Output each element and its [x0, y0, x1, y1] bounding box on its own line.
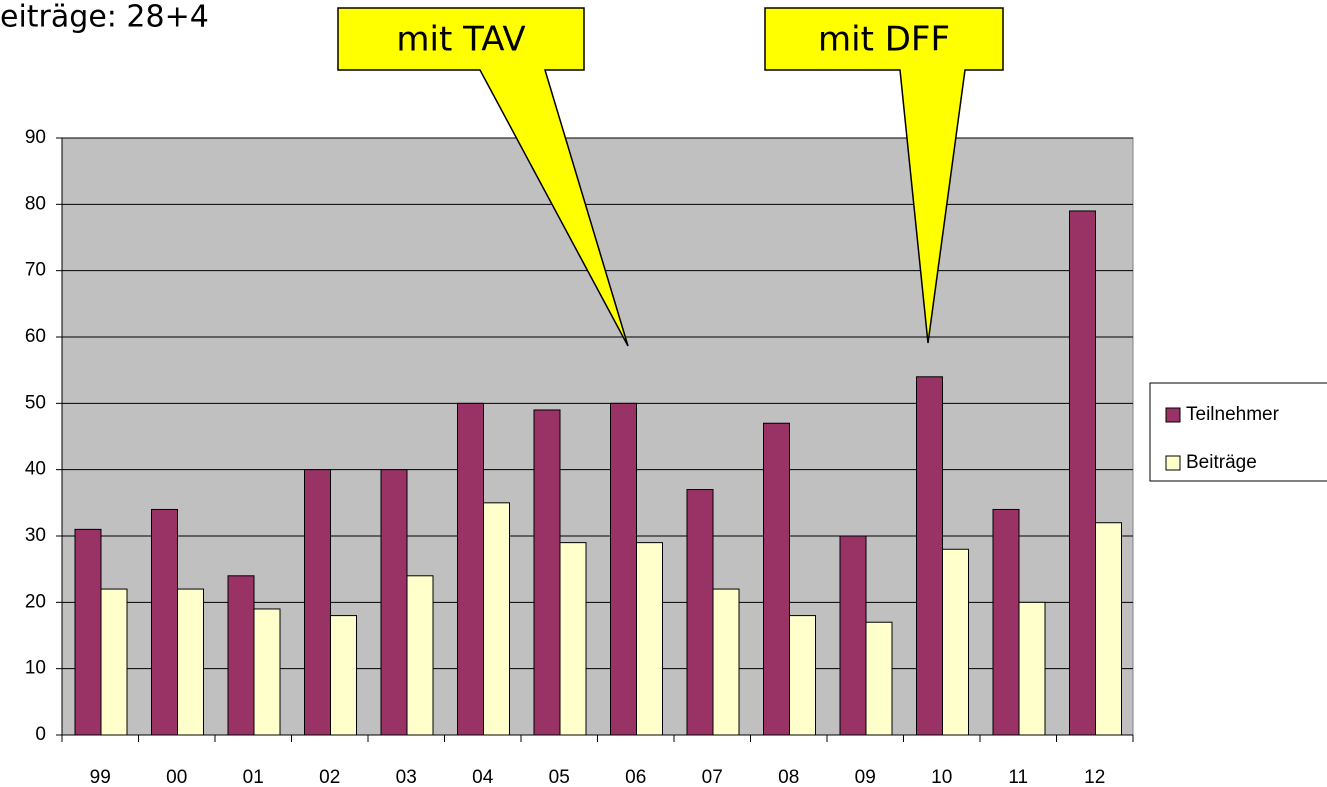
- bar: [865, 621, 893, 736]
- bar: [712, 588, 740, 736]
- bar: [457, 402, 484, 736]
- bar: [380, 469, 408, 736]
- bar: [304, 469, 331, 736]
- bar: [177, 588, 204, 736]
- bar: [253, 608, 281, 736]
- legend-label: Beiträge: [1186, 452, 1257, 473]
- legend-swatch: [1165, 455, 1181, 471]
- x-tick-label: 05: [549, 767, 570, 787]
- bar: [227, 575, 255, 736]
- callout-text: mit DFF: [818, 20, 950, 60]
- x-tick-label: 04: [472, 767, 494, 787]
- bar: [330, 615, 357, 736]
- y-tick-label: 10: [25, 658, 46, 679]
- bar: [789, 615, 816, 736]
- legend-swatch: [1165, 407, 1181, 423]
- bar: [942, 548, 969, 736]
- x-tick-label: 10: [931, 767, 952, 787]
- y-tick-label: 60: [25, 326, 46, 347]
- bar: [686, 489, 714, 736]
- bar: [992, 508, 1020, 736]
- bar: [610, 402, 637, 736]
- callout-text: mit TAV: [396, 20, 525, 60]
- x-tick-label: 09: [855, 767, 876, 787]
- x-tick-label: 03: [396, 767, 417, 787]
- y-tick-label: 40: [25, 459, 46, 480]
- callout: [337, 7, 629, 347]
- bar: [559, 542, 587, 736]
- bar: [1069, 210, 1096, 736]
- bar: [74, 528, 102, 736]
- x-tick-label: 99: [90, 767, 111, 787]
- bar: [406, 575, 434, 736]
- callout: [764, 7, 1004, 344]
- bar: [151, 508, 178, 736]
- x-tick-label: 11: [1008, 767, 1028, 787]
- bar: [1095, 522, 1122, 736]
- x-tick-label: 02: [319, 767, 340, 787]
- y-tick-label: 30: [25, 525, 46, 546]
- x-tick-label: 12: [1084, 767, 1105, 787]
- x-tick-label: 08: [778, 767, 799, 787]
- x-tick-label: 06: [625, 767, 646, 787]
- x-tick-label: 07: [702, 767, 723, 787]
- y-tick-label: 0: [35, 724, 46, 745]
- bar: [100, 588, 128, 736]
- y-tick-label: 50: [25, 392, 46, 413]
- bar: [636, 542, 663, 736]
- plot-area: [61, 137, 1134, 736]
- x-tick-label: 00: [166, 767, 187, 787]
- chart-title: eiträge: 28+4: [0, 0, 209, 35]
- bar: [1018, 601, 1046, 736]
- bar: [483, 502, 510, 736]
- bar: [839, 535, 867, 736]
- y-tick-label: 70: [25, 260, 46, 281]
- y-tick-label: 90: [25, 127, 46, 148]
- legend-label: Teilnehmer: [1186, 404, 1280, 425]
- y-tick-label: 20: [25, 591, 46, 612]
- bar: [916, 376, 943, 736]
- y-tick-label: 80: [25, 193, 46, 214]
- bar: [533, 409, 561, 736]
- bar: [763, 422, 790, 736]
- x-tick-label: 01: [243, 767, 264, 787]
